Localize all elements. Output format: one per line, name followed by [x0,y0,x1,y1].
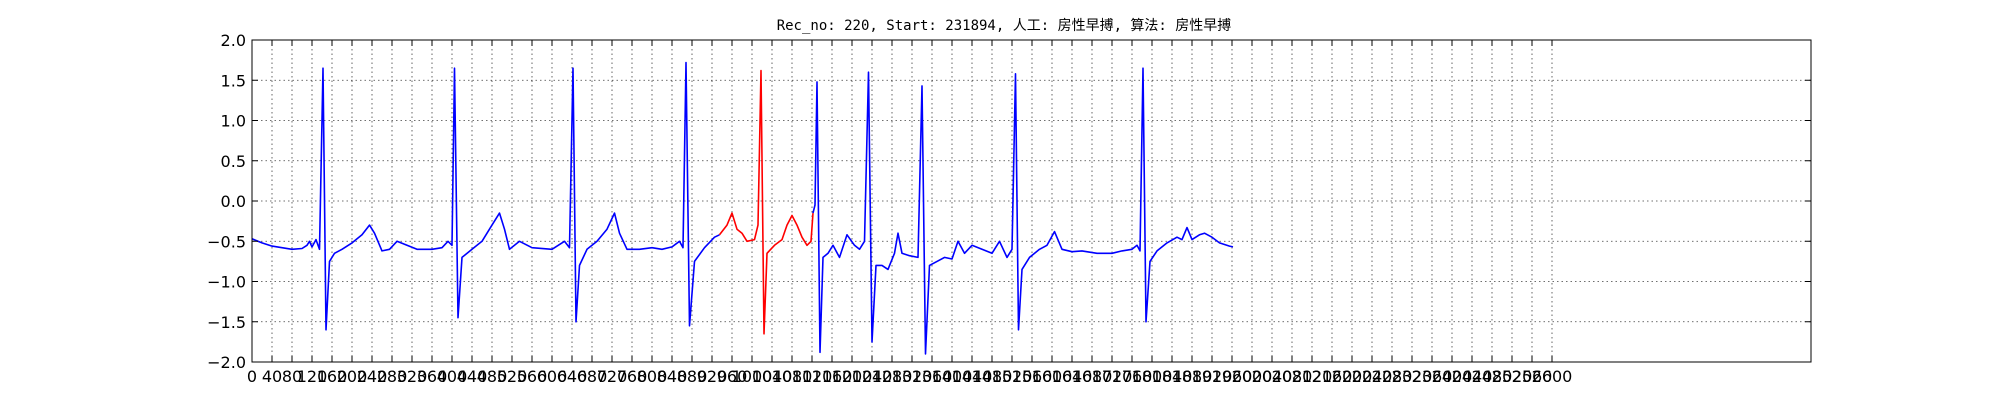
ecg-traces [251,61,1234,355]
x-tick-label: 40 [262,367,282,386]
x-tick-label: 1640 [1052,367,1093,386]
x-tick-label: 1560 [1012,367,1053,386]
x-tick-label: 400 [437,367,468,386]
x-tick-label: 1160 [812,367,853,386]
x-tick-label: 1040 [752,367,793,386]
x-tick-label: 2320 [1392,367,1433,386]
y-tick-label: −1.0 [207,273,246,292]
x-tick-label: 2160 [1312,367,1353,386]
x-tick-label: 2000 [1232,367,1273,386]
x-tick-label: 1480 [972,367,1013,386]
x-tick-label: 1520 [992,367,1033,386]
y-tick-label: −0.5 [207,232,246,251]
x-tick-label: 1680 [1072,367,1113,386]
x-tick-label: 120 [297,367,328,386]
x-tick-label: 1760 [1112,367,1153,386]
x-tick-label: 2480 [1472,367,1513,386]
x-tick-label: 1720 [1092,367,1133,386]
x-tick-label: 1120 [792,367,833,386]
x-tick-label: 960 [717,367,748,386]
x-tick-label: 80 [282,367,302,386]
x-tick-label: 2520 [1492,367,1533,386]
x-tick-label: 1840 [1152,367,1193,386]
x-tick-label: 680 [577,367,608,386]
x-tick-label: 2240 [1352,367,1393,386]
y-tick-label: 2.0 [221,31,246,50]
x-tick-label: 800 [637,367,668,386]
x-tick-label: 1440 [952,367,993,386]
x-tick-label: 1880 [1172,367,1213,386]
x-tick-label: 2120 [1292,367,1333,386]
x-tick-label: 280 [377,367,408,386]
ecg-trace-highlight [718,69,814,335]
x-tick-label: 560 [517,367,548,386]
x-tick-label: 1600 [1032,367,1073,386]
x-tick-label: 920 [697,367,728,386]
x-tick-label: 2440 [1452,367,1493,386]
y-axis-ticks: 2.0 1.5 1.0 0.5 0.0 −0.5 −1.0 −1.5 −2.0 [207,31,1811,372]
x-axis-ticks: 0 40 8012016020024028032036040044048052056… [247,40,1572,386]
x-tick-label: 2040 [1252,367,1293,386]
x-tick-label: 880 [677,367,708,386]
x-tick-label: 1200 [832,367,873,386]
x-tick-label: 2080 [1272,367,1313,386]
x-tick-label: 360 [417,367,448,386]
x-tick-label: 1800 [1132,367,1173,386]
x-tick-label: 240 [357,367,388,386]
x-tick-label: 1280 [872,367,913,386]
x-tick-label: 200 [337,367,368,386]
x-tick-label: 1960 [1212,367,1253,386]
y-tick-label: −2.0 [207,353,246,372]
x-tick-label: 2400 [1432,367,1473,386]
y-tick-label: 1.5 [221,71,246,90]
x-tick-label: 0 [247,367,257,386]
x-tick-label: 2280 [1372,367,1413,386]
ecg-trace [812,67,1234,355]
x-tick-label: 1240 [852,367,893,386]
x-tick-label: 2200 [1332,367,1373,386]
x-tick-label: 2600 [1532,367,1573,386]
x-tick-label: 760 [617,367,648,386]
grid-lines [252,40,1811,362]
x-tick-label: 480 [477,367,508,386]
x-tick-label: 720 [597,367,628,386]
x-tick-label: 1320 [892,367,933,386]
x-tick-label: 1400 [932,367,973,386]
x-tick-label: 840 [657,367,688,386]
x-tick-label: 520 [497,367,528,386]
x-tick-label: 640 [557,367,588,386]
y-tick-label: 0.0 [221,192,246,211]
x-tick-label: 1360 [912,367,953,386]
x-tick-label: 2560 [1512,367,1553,386]
x-tick-label: 1920 [1192,367,1233,386]
chart-title: Rec_no: 220, Start: 231894, 人工: 房性早搏, 算法… [777,17,1232,34]
x-tick-label: 160 [317,367,348,386]
y-tick-label: 1.0 [221,112,246,131]
x-tick-label: 1080 [772,367,813,386]
x-tick-label: 440 [457,367,488,386]
x-tick-label: 320 [397,367,428,386]
y-tick-label: 0.5 [221,152,246,171]
y-tick-label: −1.5 [207,313,246,332]
ecg-trace [251,61,720,331]
x-tick-label: 600 [537,367,568,386]
x-tick-label: 1000 [732,367,773,386]
x-tick-label: 2360 [1412,367,1453,386]
